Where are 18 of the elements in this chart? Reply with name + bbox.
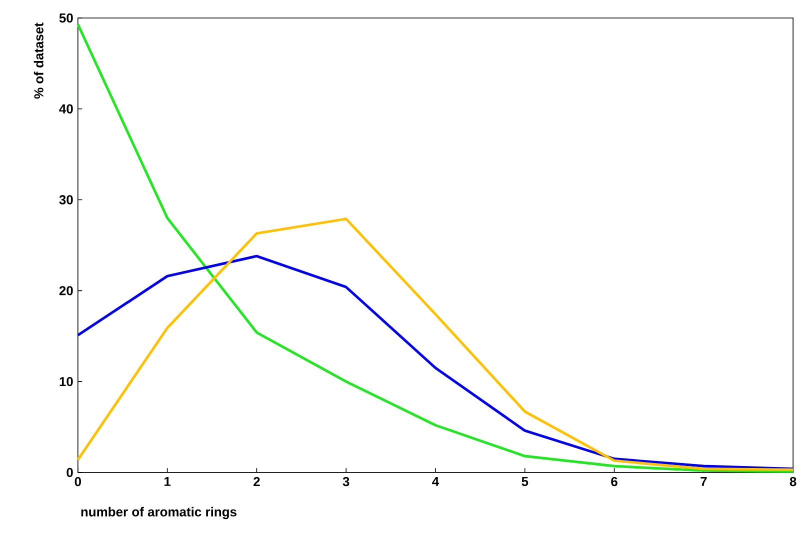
x-tick-label: 6 — [611, 476, 618, 486]
x-tick-label: 0 — [74, 476, 81, 486]
y-tick-label: 0 — [66, 468, 73, 477]
x-axis-title: number of aromatic rings — [81, 506, 236, 519]
x-tick-label: 2 — [254, 476, 260, 486]
x-tick-label: 5 — [522, 476, 528, 486]
x-tick-label: 4 — [432, 476, 440, 486]
x-tick-label: 3 — [342, 476, 350, 486]
x-tick-label: 7 — [700, 476, 707, 486]
y-tick-label: 40 — [59, 104, 73, 114]
y-tick-label: 30 — [59, 194, 73, 204]
line-series — [76, 254, 794, 470]
y-tick-label: 50 — [59, 13, 73, 22]
y-tick-label: 20 — [59, 286, 73, 296]
y-tick-label: 10 — [60, 376, 73, 386]
y-axis-title: % of dataset — [34, 22, 44, 98]
x-tick-label: 8 — [790, 476, 796, 486]
x-tick-label: 1 — [164, 476, 171, 486]
